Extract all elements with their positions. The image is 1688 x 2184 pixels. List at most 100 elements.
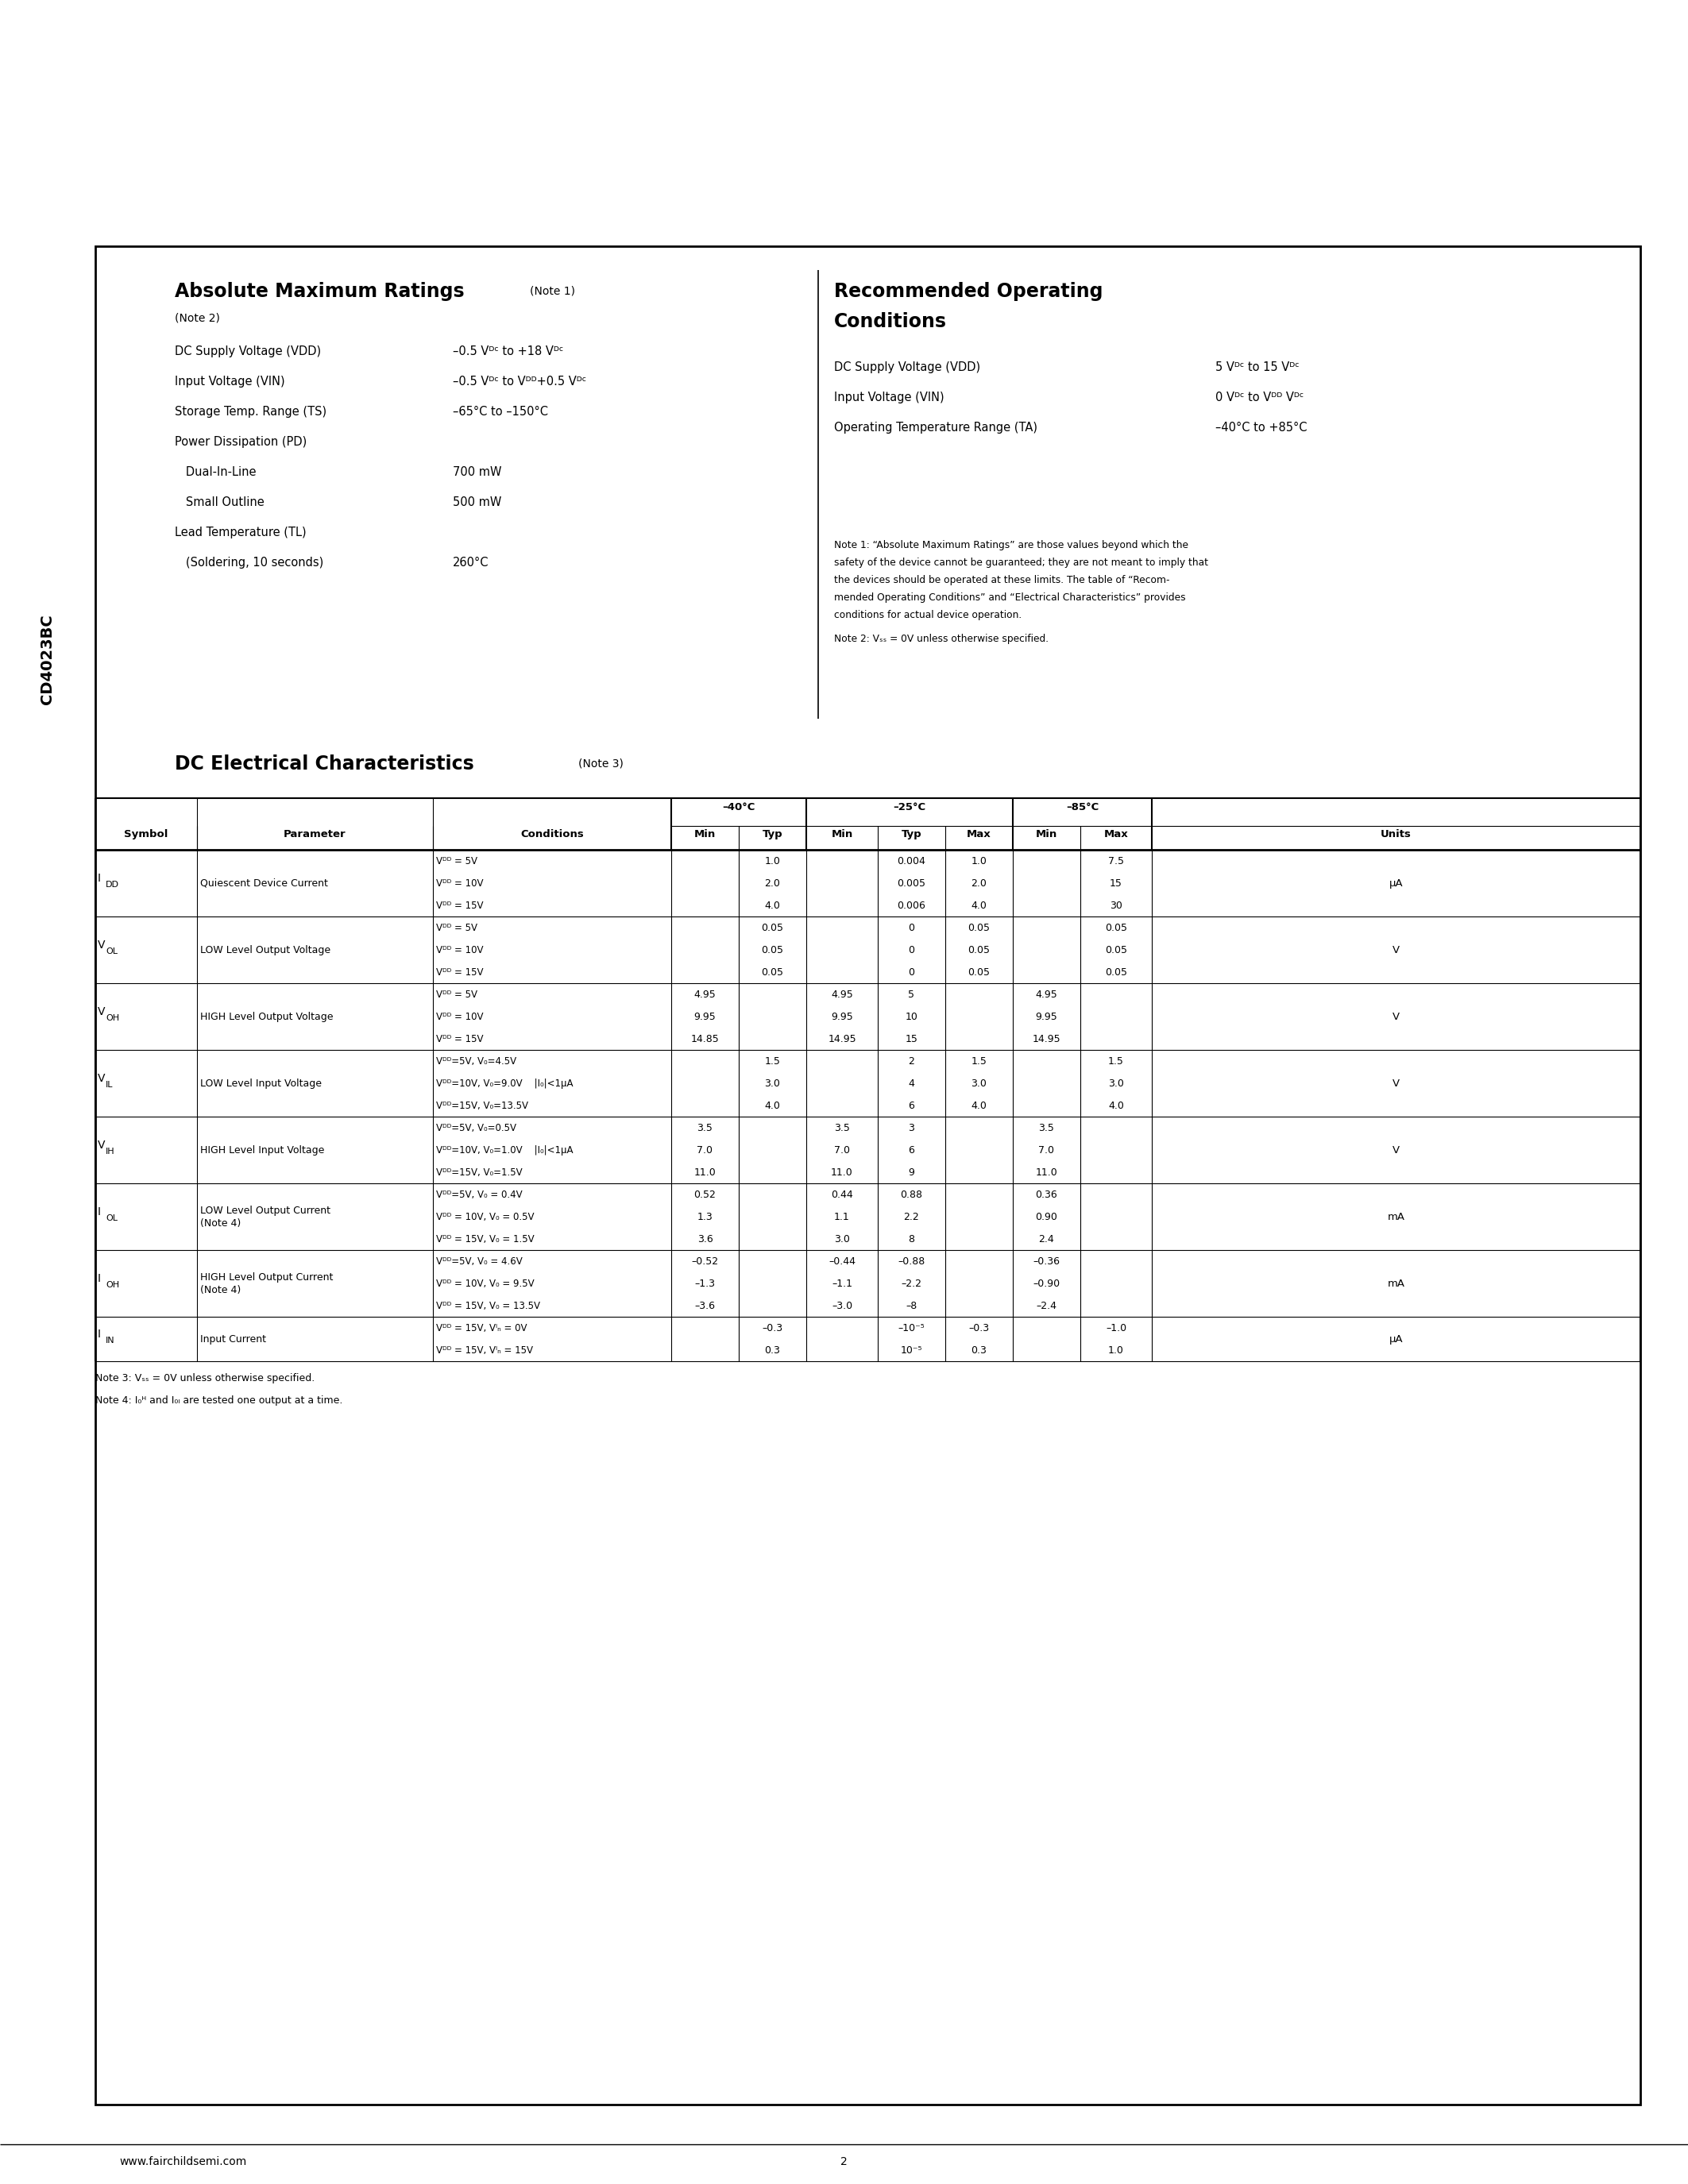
Text: Vᴰᴰ = 10V: Vᴰᴰ = 10V: [436, 1011, 483, 1022]
Text: Vᴰᴰ = 10V, V₀ = 0.5V: Vᴰᴰ = 10V, V₀ = 0.5V: [436, 1212, 533, 1221]
Text: 2.0: 2.0: [971, 878, 987, 889]
Text: Conditions: Conditions: [834, 312, 947, 332]
Text: Vᴰᴰ=5V, V₀ = 0.4V: Vᴰᴰ=5V, V₀ = 0.4V: [436, 1190, 522, 1199]
Text: (Note 3): (Note 3): [579, 758, 623, 769]
Text: 14.85: 14.85: [690, 1033, 719, 1044]
Text: 4: 4: [908, 1079, 915, 1088]
Text: Vᴰᴰ = 10V: Vᴰᴰ = 10V: [436, 878, 483, 889]
Text: Power Dissipation (PD): Power Dissipation (PD): [176, 437, 307, 448]
Bar: [95, 247, 1641, 2105]
Text: Small Outline: Small Outline: [176, 496, 265, 509]
Text: DC Supply Voltage (VDD): DC Supply Voltage (VDD): [176, 345, 321, 358]
Text: Input Voltage (VIN): Input Voltage (VIN): [176, 376, 285, 387]
Text: Absolute Maximum Ratings: Absolute Maximum Ratings: [176, 282, 464, 301]
Text: –0.90: –0.90: [1033, 1278, 1060, 1289]
Text: 2: 2: [841, 2156, 847, 2167]
Text: 0.05: 0.05: [1106, 946, 1128, 954]
Text: Symbol: Symbol: [125, 830, 169, 839]
Text: Vᴰᴰ=15V, V₀=1.5V: Vᴰᴰ=15V, V₀=1.5V: [436, 1166, 522, 1177]
Text: –40°C: –40°C: [722, 802, 755, 812]
Text: OL: OL: [106, 948, 118, 954]
Text: Max: Max: [1104, 830, 1128, 839]
Text: Storage Temp. Range (TS): Storage Temp. Range (TS): [176, 406, 326, 417]
Text: 2.2: 2.2: [903, 1212, 920, 1221]
Text: 15: 15: [1109, 878, 1123, 889]
Text: 11.0: 11.0: [1035, 1166, 1058, 1177]
Text: 0: 0: [908, 922, 915, 933]
Text: Input Current: Input Current: [201, 1334, 267, 1343]
Text: LOW Level Output Voltage: LOW Level Output Voltage: [201, 946, 331, 954]
Text: Vᴰᴰ = 15V, Vᴵₙ = 0V: Vᴰᴰ = 15V, Vᴵₙ = 0V: [436, 1324, 527, 1332]
Text: Note 4: I₀ᴴ and I₀ₗ are tested one output at a time.: Note 4: I₀ᴴ and I₀ₗ are tested one outpu…: [95, 1396, 343, 1406]
Text: 0.05: 0.05: [761, 922, 783, 933]
Text: Vᴰᴰ = 15V: Vᴰᴰ = 15V: [436, 1033, 483, 1044]
Text: (Note 2): (Note 2): [176, 312, 219, 323]
Text: 1.5: 1.5: [1107, 1055, 1124, 1066]
Text: 3: 3: [908, 1123, 915, 1133]
Text: 11.0: 11.0: [830, 1166, 852, 1177]
Text: 7.0: 7.0: [1038, 1144, 1055, 1155]
Text: I: I: [98, 1273, 101, 1284]
Text: HIGH Level Input Voltage: HIGH Level Input Voltage: [201, 1144, 324, 1155]
Text: I: I: [98, 1328, 101, 1339]
Text: Vᴰᴰ=5V, V₀ = 4.6V: Vᴰᴰ=5V, V₀ = 4.6V: [436, 1256, 523, 1267]
Text: Vᴰᴰ = 5V: Vᴰᴰ = 5V: [436, 856, 478, 867]
Text: DC Supply Voltage (VDD): DC Supply Voltage (VDD): [834, 360, 981, 373]
Text: μA: μA: [1389, 1334, 1403, 1343]
Text: –3.6: –3.6: [695, 1299, 716, 1310]
Text: 3.6: 3.6: [697, 1234, 712, 1245]
Text: 3.5: 3.5: [1038, 1123, 1055, 1133]
Text: –2.4: –2.4: [1036, 1299, 1057, 1310]
Text: 7.0: 7.0: [697, 1144, 712, 1155]
Text: 0.05: 0.05: [967, 946, 991, 954]
Text: Vᴰᴰ = 15V: Vᴰᴰ = 15V: [436, 900, 483, 911]
Text: Vᴰᴰ=5V, V₀=4.5V: Vᴰᴰ=5V, V₀=4.5V: [436, 1055, 517, 1066]
Text: IL: IL: [106, 1081, 113, 1090]
Text: the devices should be operated at these limits. The table of “Recom-: the devices should be operated at these …: [834, 574, 1170, 585]
Text: Vᴰᴰ = 15V, Vᴵₙ = 15V: Vᴰᴰ = 15V, Vᴵₙ = 15V: [436, 1345, 533, 1356]
Text: LOW Level Input Voltage: LOW Level Input Voltage: [201, 1079, 322, 1088]
Text: –25°C: –25°C: [893, 802, 925, 812]
Text: 7.0: 7.0: [834, 1144, 851, 1155]
Text: I: I: [98, 1206, 101, 1216]
Text: –0.3: –0.3: [969, 1324, 989, 1332]
Text: 15: 15: [905, 1033, 918, 1044]
Text: Vᴰᴰ=5V, V₀=0.5V: Vᴰᴰ=5V, V₀=0.5V: [436, 1123, 517, 1133]
Text: 700 mW: 700 mW: [452, 465, 501, 478]
Text: IH: IH: [106, 1147, 115, 1155]
Text: –0.52: –0.52: [692, 1256, 719, 1267]
Text: μA: μA: [1389, 878, 1403, 889]
Text: DD: DD: [106, 880, 120, 889]
Text: –85°C: –85°C: [1065, 802, 1099, 812]
Text: 9: 9: [908, 1166, 915, 1177]
Text: V: V: [1393, 1011, 1399, 1022]
Text: HIGH Level Output Voltage: HIGH Level Output Voltage: [201, 1011, 333, 1022]
Text: 0.004: 0.004: [898, 856, 925, 867]
Text: OL: OL: [106, 1214, 118, 1223]
Text: 0.44: 0.44: [830, 1190, 852, 1199]
Text: 2.0: 2.0: [765, 878, 780, 889]
Text: –0.44: –0.44: [829, 1256, 856, 1267]
Text: 4.0: 4.0: [765, 900, 780, 911]
Text: 2: 2: [908, 1055, 915, 1066]
Text: 0.006: 0.006: [898, 900, 925, 911]
Text: 8: 8: [908, 1234, 915, 1245]
Text: 2.4: 2.4: [1038, 1234, 1055, 1245]
Text: V: V: [98, 1007, 105, 1018]
Text: 0.05: 0.05: [1106, 922, 1128, 933]
Text: V: V: [98, 1072, 105, 1083]
Text: –0.5 Vᴰᶜ to Vᴰᴰ+0.5 Vᴰᶜ: –0.5 Vᴰᶜ to Vᴰᴰ+0.5 Vᴰᶜ: [452, 376, 586, 387]
Text: Min: Min: [830, 830, 852, 839]
Text: Vᴰᴰ=10V, V₀=1.0V    |I₀|<1μA: Vᴰᴰ=10V, V₀=1.0V |I₀|<1μA: [436, 1144, 574, 1155]
Text: mA: mA: [1388, 1212, 1404, 1221]
Text: Note 3: Vₛₛ = 0V unless otherwise specified.: Note 3: Vₛₛ = 0V unless otherwise specif…: [95, 1374, 314, 1382]
Text: –2.2: –2.2: [901, 1278, 922, 1289]
Text: –1.1: –1.1: [832, 1278, 852, 1289]
Text: Max: Max: [967, 830, 991, 839]
Text: –0.88: –0.88: [898, 1256, 925, 1267]
Text: Note 1: “Absolute Maximum Ratings” are those values beyond which the: Note 1: “Absolute Maximum Ratings” are t…: [834, 539, 1188, 550]
Text: 3.0: 3.0: [765, 1079, 780, 1088]
Text: 3.5: 3.5: [697, 1123, 712, 1133]
Text: 0 Vᴰᶜ to Vᴰᴰ Vᴰᶜ: 0 Vᴰᶜ to Vᴰᴰ Vᴰᶜ: [1215, 391, 1303, 404]
Text: 4.95: 4.95: [694, 989, 716, 1000]
